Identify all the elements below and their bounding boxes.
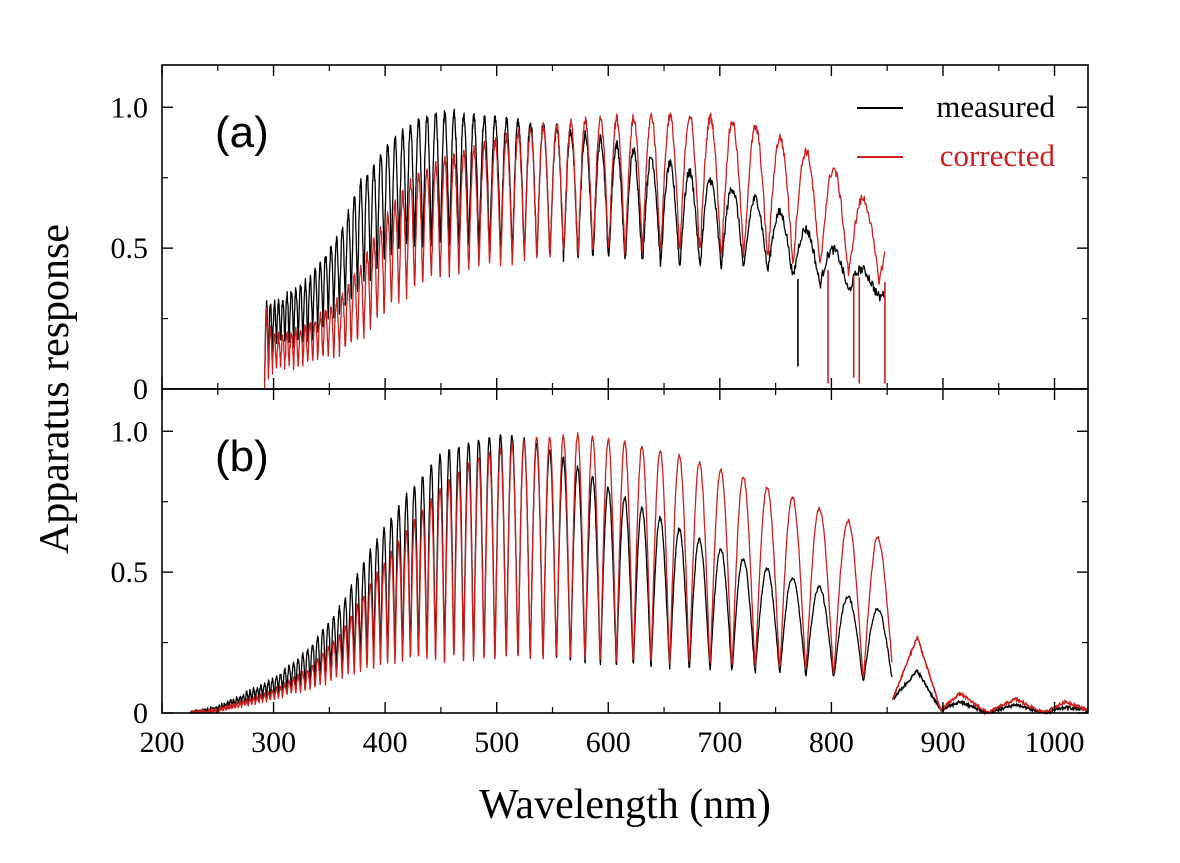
x-tick-label-4: 600: [586, 726, 631, 759]
panel-a-label: (a): [215, 108, 269, 157]
x-tick-label-7: 900: [920, 726, 965, 759]
y-tick-label-b-0: 0: [133, 697, 148, 730]
panel-a-ticks: 0 0.5 1.0: [111, 65, 1088, 406]
y-tick-label-a-2: 1.0: [111, 91, 149, 124]
x-tick-label-0: 200: [140, 726, 185, 759]
x-tick-label-3: 500: [474, 726, 519, 759]
y-tick-label-b-1: 0.5: [111, 556, 149, 589]
panel-a: 0 0.5 1.0 (a) measured corrected: [111, 64, 1089, 406]
x-tick-label-5: 700: [697, 726, 742, 759]
y-axis-label: Apparatus response: [32, 224, 78, 554]
series-a-corrected: [263, 112, 886, 390]
panel-b-frame: [161, 388, 1089, 714]
panel-b: 0 0.5 1.0 200 300 400 500 600 700 800 900 1000 (b): [111, 388, 1089, 759]
x-tick-label-6: 800: [809, 726, 854, 759]
series-a-measured: [263, 108, 885, 382]
panel-a-series: [263, 108, 886, 390]
x-axis-label: Wavelength (nm): [479, 782, 771, 828]
x-tick-label-1: 300: [251, 726, 296, 759]
legend-label-corrected: corrected: [940, 138, 1056, 173]
panel-b-ticks: 0 0.5 1.0 200 300 400 500 600 700 800 900 1000: [111, 389, 1088, 759]
x-tick-label-8: 1000: [1025, 726, 1085, 759]
y-tick-label-a-0: 0: [133, 373, 148, 406]
legend-label-measured: measured: [936, 89, 1055, 124]
y-tick-label-b-2: 1.0: [111, 415, 149, 448]
series-b-measured: [189, 434, 893, 714]
series-b-corrected: [189, 431, 893, 714]
legend: measured corrected: [857, 89, 1055, 173]
x-tick-label-2: 400: [363, 726, 408, 759]
series-b-corrected-tail: [892, 636, 1089, 716]
panel-b-series: [189, 431, 1089, 716]
y-tick-label-a-1: 0.5: [111, 232, 149, 265]
panel-b-label: (b): [215, 432, 269, 481]
